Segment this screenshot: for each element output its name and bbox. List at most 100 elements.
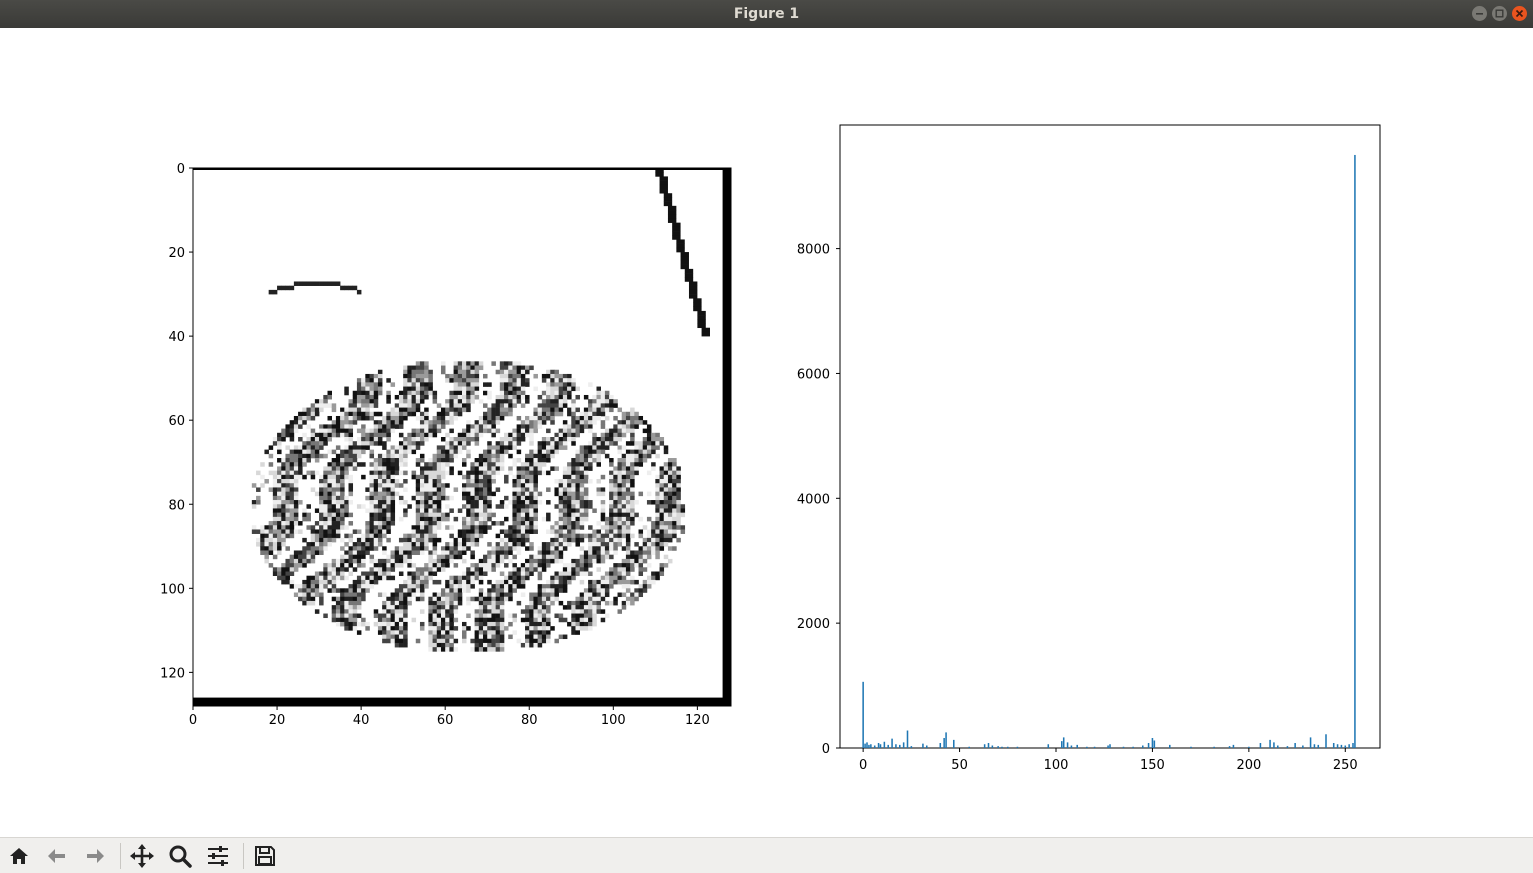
image-pixel [398,605,404,610]
figure-canvas[interactable]: 0 20 40 60 80 100 120 0 20 40 60 80 100 120 0 50 100 15… [0,28,1533,837]
image-pixel [432,525,438,530]
maximize-button[interactable] [1492,6,1507,21]
image-pixel [579,428,585,434]
image-pixel [424,432,429,438]
image-pixel [495,445,501,450]
image-pixel [617,592,623,598]
image-pixel [676,500,681,505]
image-pixel [516,466,522,471]
image-pixel [562,516,568,522]
image-pixel [377,630,383,635]
image-pixel [440,638,446,644]
histogram-bar [968,746,970,748]
image-pixel [390,516,396,522]
image-pixel [499,605,505,610]
image-pixel [554,369,559,375]
image-pixel [621,533,627,539]
image-pixel [613,500,618,505]
image-pixel [369,533,375,539]
back-button[interactable] [40,840,74,872]
image-pixel [348,609,354,614]
image-pixel [504,403,509,408]
image-pixel [428,424,433,429]
image-pixel [642,449,648,455]
image-pixel [546,529,551,534]
image-pixel [646,491,652,497]
image-pixel [634,453,639,459]
minimize-button[interactable] [1472,6,1487,21]
image-pixel [373,533,379,539]
image-pixel [340,424,345,429]
image-pixel [579,579,585,585]
image-pixel [356,504,362,509]
image-pixel [483,470,488,476]
image-pixel [646,500,652,505]
image-pixel [667,479,673,484]
image-pixel [562,521,568,526]
image-pixel [474,428,480,434]
pan-button[interactable] [125,840,159,872]
image-pixel [646,550,652,555]
configure-subplots-button[interactable] [201,840,235,872]
image-pixel [504,584,509,589]
image-pixel [327,588,332,593]
image-pixel [567,542,572,547]
image-pixel [537,500,543,505]
image-pixel [508,596,513,602]
image-pixel [495,630,501,635]
image-pixel [529,542,534,547]
zoom-button[interactable] [163,840,197,872]
image-pixel [369,403,375,408]
image-pixel [642,428,648,434]
image-pixel [651,575,656,581]
image-pixel [579,470,585,476]
save-button[interactable] [248,840,282,872]
close-button[interactable] [1512,6,1527,21]
image-pixel [491,445,496,450]
image-pixel [525,529,530,534]
image-pixel [352,592,358,598]
image-pixel [285,571,290,576]
image-pixel [613,525,618,530]
home-button[interactable] [2,840,36,872]
image-pixel [583,554,589,560]
image-pixel [541,554,547,560]
image-pixel [319,437,324,442]
image-pixel [646,470,652,476]
image-pixel [419,508,425,513]
image-pixel [432,462,438,467]
image-pixel [373,378,379,383]
image-pixel [646,579,652,585]
image-pixel [617,437,623,442]
image-pixel [319,445,324,450]
image-pixel [453,550,459,555]
image-pixel [651,529,656,534]
image-pixel [541,588,547,593]
image-pixel [440,487,446,492]
image-pixel [424,378,429,383]
image-pixel [411,571,417,576]
image-pixel [550,584,555,589]
image-pixel [562,546,568,551]
image-pixel [436,424,442,429]
image-pixel [436,491,442,497]
image-pixel [579,621,585,627]
image-pixel [310,575,316,581]
image-pixel [327,529,332,534]
image-pixel [567,533,572,539]
image-pixel [499,361,505,366]
image-pixel [424,369,429,375]
image-pixel [546,487,551,492]
forward-button[interactable] [78,840,112,872]
image-pixel [302,415,307,421]
image-pixel [487,647,492,652]
image-pixel [478,361,484,366]
image-pixel [567,504,572,509]
image-pixel [453,415,459,421]
image-pixel [491,642,496,648]
image-pixel [588,415,593,421]
image-pixel [331,529,337,534]
image-pixel [516,390,522,396]
